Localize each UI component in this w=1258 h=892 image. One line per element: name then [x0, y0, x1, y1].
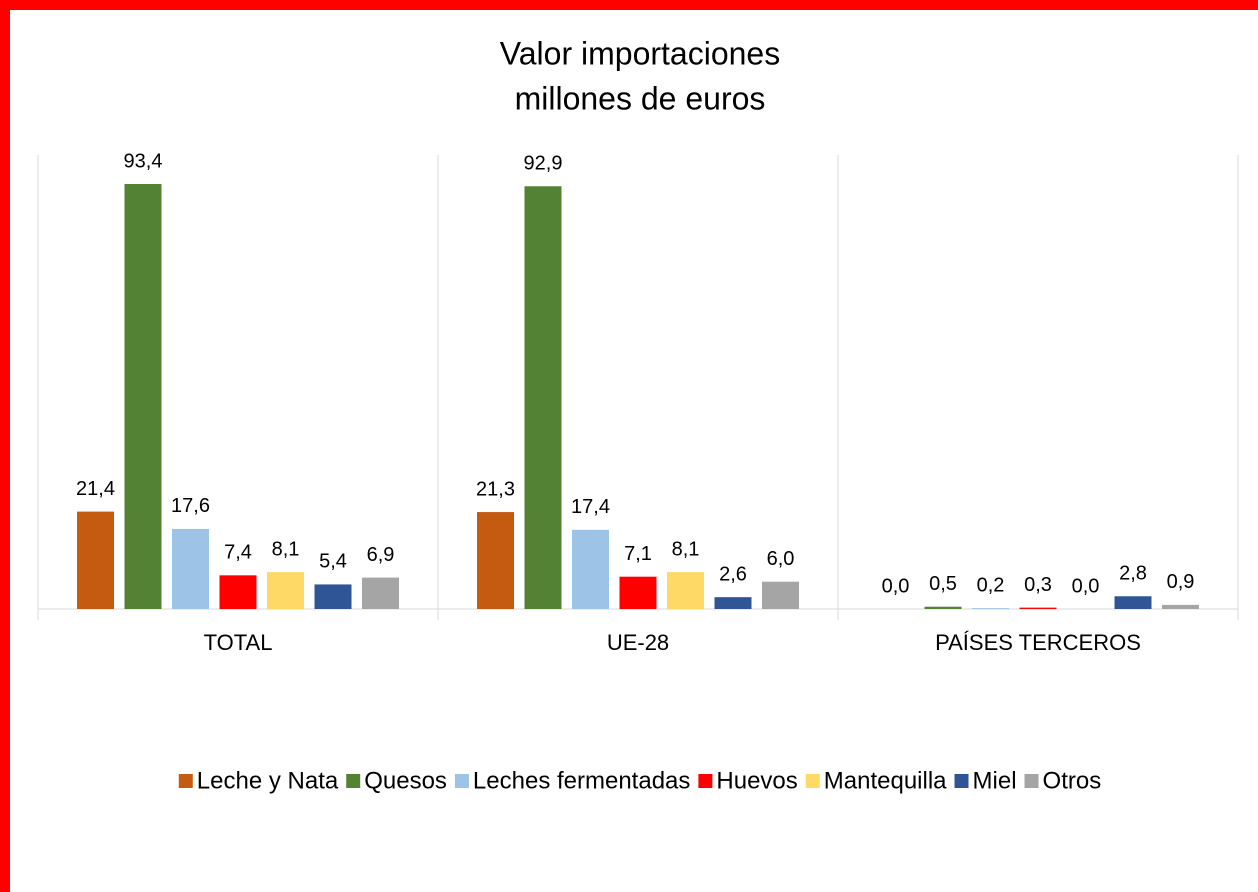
data-label: 7,1 — [624, 543, 652, 565]
bar — [267, 572, 304, 609]
bar — [524, 186, 562, 610]
data-label: 5,4 — [319, 551, 347, 573]
legend-label: Quesos — [364, 767, 447, 794]
legend-label: Leches fermentadas — [473, 767, 690, 794]
data-label: 8,1 — [272, 538, 300, 560]
bar — [572, 529, 609, 609]
bar — [219, 575, 257, 609]
chart-subtitle: millones de euros — [515, 80, 766, 116]
legend-swatch — [954, 774, 969, 788]
bar — [1114, 596, 1152, 609]
data-label: 2,6 — [719, 563, 747, 585]
legend-label: Mantequilla — [824, 767, 947, 794]
legend-label: Leche y Nata — [197, 767, 339, 794]
bar — [362, 577, 399, 609]
bar — [924, 606, 962, 609]
bar — [172, 528, 209, 609]
data-label: 6,0 — [767, 548, 795, 570]
bar — [762, 581, 799, 609]
data-label: 0,5 — [929, 573, 957, 595]
bar — [619, 576, 657, 609]
legend-label: Otros — [1043, 767, 1102, 794]
bar — [1162, 604, 1199, 609]
bar — [477, 512, 514, 609]
legend-swatch — [178, 774, 193, 788]
bar — [667, 572, 704, 609]
bar — [714, 597, 752, 609]
legend-swatch — [346, 774, 361, 788]
data-label: 92,9 — [524, 153, 563, 175]
legend-swatch — [1024, 774, 1039, 788]
data-label: 2,8 — [1119, 563, 1147, 585]
data-label: 0,0 — [1072, 575, 1100, 597]
data-label: 0,9 — [1167, 571, 1195, 593]
bar — [972, 608, 1009, 609]
x-tick-label: PAÍSES TERCEROS — [935, 630, 1141, 655]
data-label: 8,1 — [672, 538, 700, 560]
bar — [77, 511, 114, 609]
data-label: 7,4 — [224, 542, 252, 564]
data-label: 0,3 — [1024, 574, 1052, 596]
chart-title: Valor importaciones — [500, 35, 780, 71]
data-label: 17,4 — [571, 496, 610, 518]
legend-label: Huevos — [716, 767, 797, 794]
bar — [1019, 607, 1057, 609]
data-label: 21,4 — [76, 478, 115, 500]
legend-swatch — [805, 774, 820, 788]
bar — [124, 184, 162, 609]
data-label: 93,4 — [124, 150, 163, 172]
data-label: 6,9 — [367, 544, 395, 566]
legend-swatch — [454, 774, 469, 788]
x-tick-label: TOTAL — [204, 630, 273, 655]
data-label: 0,0 — [882, 575, 910, 597]
bar — [314, 584, 352, 609]
legend-swatch — [698, 774, 713, 788]
x-tick-label: UE-28 — [607, 630, 669, 655]
data-label: 0,2 — [977, 574, 1005, 596]
data-label: 21,3 — [476, 478, 515, 500]
data-label: 17,6 — [171, 495, 210, 517]
legend-label: Miel — [973, 767, 1017, 794]
